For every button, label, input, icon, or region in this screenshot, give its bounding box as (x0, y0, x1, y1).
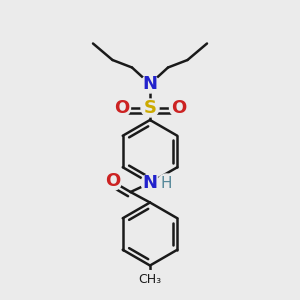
Text: S: S (143, 99, 157, 117)
Text: O: O (105, 172, 120, 190)
Circle shape (158, 174, 175, 192)
Text: O: O (114, 99, 129, 117)
Text: CH₃: CH₃ (138, 273, 162, 286)
Text: N: N (142, 75, 158, 93)
Circle shape (141, 75, 159, 93)
Text: N: N (142, 174, 158, 192)
Circle shape (141, 271, 159, 289)
Text: H: H (161, 176, 172, 190)
Circle shape (141, 174, 159, 192)
Circle shape (112, 99, 130, 117)
Circle shape (141, 99, 159, 117)
Circle shape (169, 99, 188, 117)
Circle shape (103, 172, 122, 190)
Text: O: O (171, 99, 186, 117)
